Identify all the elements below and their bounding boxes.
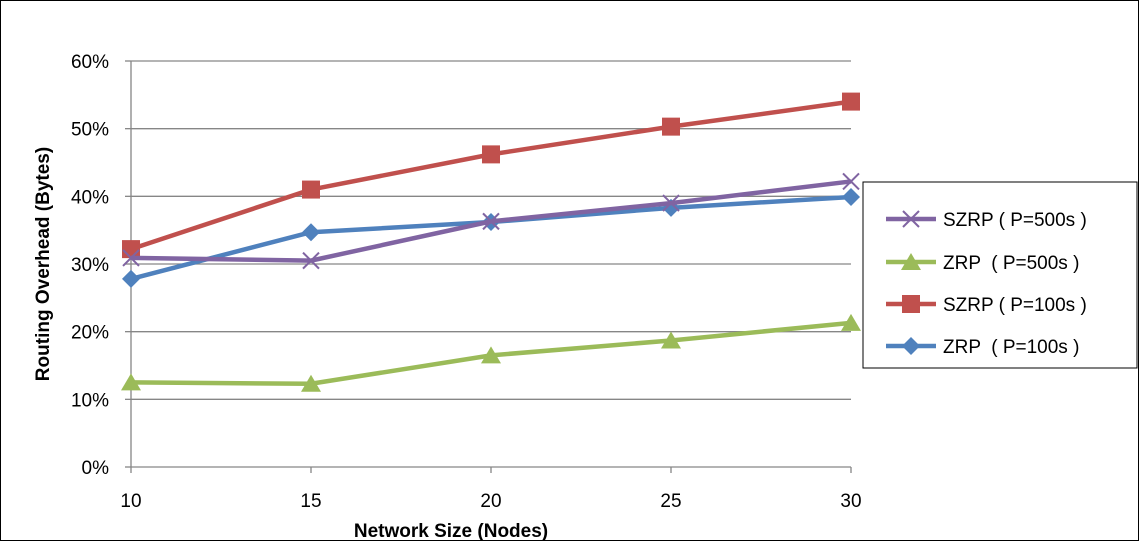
legend-label: ZRP ( P=100s ) xyxy=(943,337,1079,358)
x-marker-stroke xyxy=(902,210,920,228)
x-marker xyxy=(302,251,320,270)
y-tick-label: 60% xyxy=(71,52,109,73)
y-tick-label: 0% xyxy=(82,458,110,479)
triangle-marker xyxy=(661,331,681,349)
legend-entry-0: SZRP ( P=500s ) xyxy=(886,210,1087,231)
square-marker xyxy=(302,180,320,199)
x-axis-title: Network Size (Nodes) xyxy=(354,521,548,542)
x-marker-stroke xyxy=(122,249,140,267)
legend-entry-2: SZRP ( P=100s ) xyxy=(886,295,1087,316)
x-tick-label: 20 xyxy=(480,491,501,512)
x-tick-label: 10 xyxy=(120,491,141,512)
x-tick-label: 30 xyxy=(840,491,861,512)
x-tick-labels: 10 15 20 25 30 xyxy=(120,491,861,512)
triangle-marker xyxy=(901,253,921,270)
square-marker xyxy=(122,240,140,259)
diamond-marker xyxy=(302,223,320,242)
x-marker xyxy=(482,212,500,231)
legend-label: ZRP ( P=500s ) xyxy=(943,253,1079,274)
diamond-marker xyxy=(842,188,860,207)
series-line xyxy=(130,194,852,282)
diamond-marker xyxy=(902,337,920,355)
axes xyxy=(125,60,852,473)
diamond-marker xyxy=(122,269,140,288)
legend: SZRP ( P=500s ) ZRP ( P=500s ) SZRP ( P=10… xyxy=(862,181,1138,369)
y-tick-label: 30% xyxy=(71,255,109,276)
x-marker-stroke xyxy=(302,251,320,270)
legend-box xyxy=(862,181,1138,369)
x-marker-stroke xyxy=(842,172,860,191)
square-marker xyxy=(662,117,680,136)
y-tick-label: 20% xyxy=(71,323,109,344)
square-marker xyxy=(482,145,500,164)
x-marker xyxy=(902,210,920,228)
y-tick-label: 50% xyxy=(71,120,109,141)
series-3 xyxy=(122,188,860,288)
triangle-marker xyxy=(301,374,321,392)
x-tick-label: 25 xyxy=(660,491,681,512)
legend-entry-3: ZRP ( P=100s ) xyxy=(886,337,1079,358)
legend-entry-1: ZRP ( P=500s ) xyxy=(886,253,1079,274)
legend-label: SZRP ( P=100s ) xyxy=(943,295,1087,316)
series-0 xyxy=(122,172,860,270)
legend-label: SZRP ( P=500s ) xyxy=(943,210,1087,231)
series-1 xyxy=(121,313,861,392)
x-marker xyxy=(842,172,860,191)
y-axis-title: Routing Overhead (Bytes) xyxy=(33,147,54,381)
triangle-marker xyxy=(121,373,141,391)
y-tick-labels: 0% 10% 20% 30% 40% 50% 60% xyxy=(71,52,109,479)
x-tick-label: 15 xyxy=(300,491,321,512)
x-marker-stroke xyxy=(482,212,500,231)
triangle-marker xyxy=(841,313,861,331)
square-marker xyxy=(902,295,920,313)
gridlines xyxy=(131,60,851,400)
y-tick-label: 10% xyxy=(71,390,109,411)
x-marker xyxy=(122,249,140,267)
x-marker xyxy=(662,194,680,212)
square-marker xyxy=(842,92,860,111)
y-tick-label: 40% xyxy=(71,187,109,208)
series-lines xyxy=(121,92,861,392)
x-marker-stroke xyxy=(662,194,680,212)
series-2 xyxy=(122,92,860,259)
triangle-marker xyxy=(481,346,501,364)
